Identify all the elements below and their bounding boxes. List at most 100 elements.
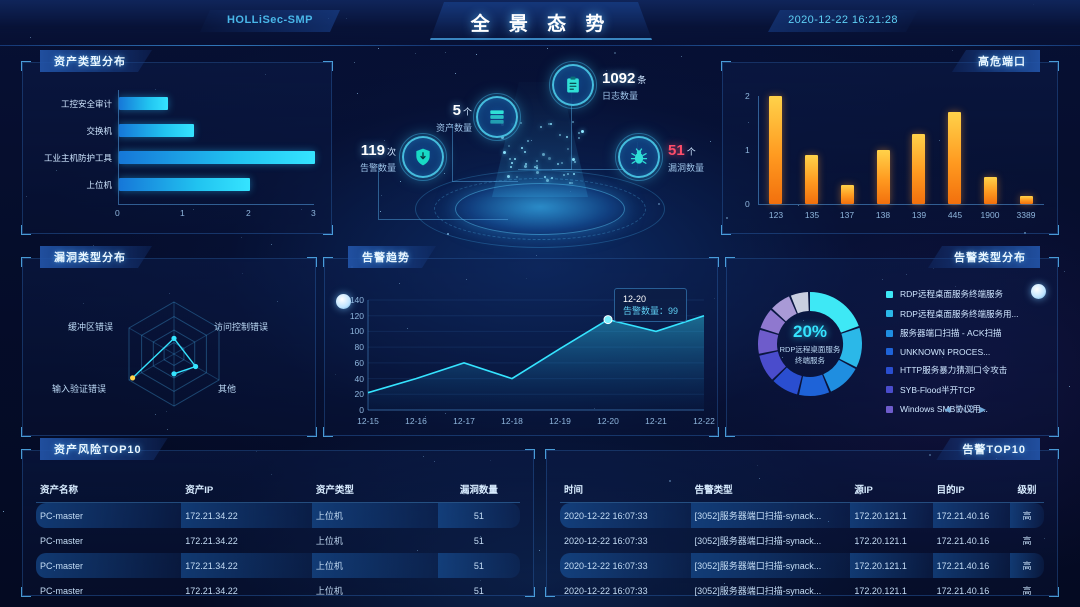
panel-title: 资产风险TOP10 — [54, 444, 142, 456]
bar[interactable] — [1019, 195, 1033, 204]
x-axis-tick: 12-15 — [357, 416, 379, 426]
y-axis-tick: 1 — [745, 145, 750, 155]
legend-item[interactable]: RDP远程桌面服务终端服务用... — [886, 308, 1044, 320]
bar[interactable] — [119, 151, 315, 164]
star — [536, 255, 537, 256]
donut-segment[interactable] — [758, 329, 779, 354]
particle — [520, 122, 522, 124]
table-cell: 172.20.121.1 — [850, 553, 933, 578]
corner-decor — [323, 427, 333, 437]
table-header-row: 时间 告警类型 源IP 目的IP 级别 — [560, 476, 1044, 503]
y-axis-tick: 20 — [354, 389, 364, 399]
radar-point[interactable] — [193, 363, 199, 370]
y-axis-tick: 40 — [354, 374, 364, 384]
particle — [536, 165, 538, 167]
donut-segment[interactable] — [810, 292, 859, 333]
connector-line — [452, 124, 518, 182]
table-row[interactable]: PC-master 172.21.34.22 上位机 51 — [36, 528, 520, 553]
particle — [578, 137, 580, 139]
corner-decor — [21, 61, 31, 71]
bar[interactable] — [840, 185, 854, 204]
radar-axis-label: 缓冲区错误 — [68, 322, 114, 332]
bar[interactable] — [119, 178, 250, 191]
x-axis-tick: 12-16 — [405, 416, 427, 426]
table-row[interactable]: 2020-12-22 16:07:33 [3052]服务器端口扫描-synack.… — [560, 528, 1044, 553]
table-cell: 172.21.40.16 — [936, 535, 990, 546]
trend-area — [368, 315, 704, 410]
value-unit: 条 — [637, 75, 647, 85]
particle — [544, 176, 546, 178]
radar-axis — [128, 327, 175, 355]
legend-pagination[interactable]: ◀ 1 / 2 ▶ — [886, 404, 1044, 414]
node-asset-count[interactable] — [473, 93, 521, 141]
bar[interactable] — [983, 177, 997, 204]
panel-alert-top10: 告警TOP10 时间 告警类型 源IP 目的IP 级别 2020-12-22 16:07… — [545, 438, 1059, 597]
radar-axis-label: 其他 — [218, 384, 237, 394]
bar[interactable] — [805, 155, 819, 204]
alert-table-wrap: 时间 告警类型 源IP 目的IP 级别 2020-12-22 16:07:33 [3052… — [560, 476, 1044, 603]
bar[interactable] — [119, 97, 168, 110]
legend-item[interactable]: 服务器端口扫描 - ACK扫描 — [886, 327, 1044, 339]
donut-segment[interactable] — [790, 292, 809, 314]
donut-segment[interactable] — [823, 359, 856, 392]
alert-table: 时间 告警类型 源IP 目的IP 级别 2020-12-22 16:07:33 [3052… — [560, 476, 1044, 603]
donut-segment[interactable] — [772, 296, 797, 322]
particle — [563, 174, 565, 176]
radar-point[interactable] — [171, 335, 177, 341]
donut-segment[interactable] — [759, 351, 786, 380]
bar[interactable] — [119, 124, 195, 137]
legend-color-swatch — [886, 329, 893, 337]
legend-item[interactable]: SYB-Flood半开TCP — [886, 384, 1044, 396]
legend-item[interactable]: Windows SMB协议用... — [886, 403, 1044, 415]
table-cell: 172.20.121.1 — [854, 585, 907, 596]
trend-highlight-point[interactable] — [603, 315, 613, 325]
podium-dashed-ring — [434, 178, 646, 240]
legend-item[interactable]: UNKNOWN PROCES... — [886, 347, 1044, 357]
table-row[interactable]: 2020-12-22 16:07:33 [3052]服务器端口扫描-synack.… — [560, 553, 1044, 578]
node-alert-count[interactable] — [399, 133, 447, 181]
x-axis-tick: 12-17 — [453, 416, 475, 426]
table-row[interactable]: 2020-12-22 16:07:33 [3052]服务器端口扫描-synack.… — [560, 578, 1044, 603]
donut-segment[interactable] — [760, 309, 786, 334]
bar[interactable] — [876, 150, 890, 204]
panel-header: 高危端口 — [952, 50, 1040, 72]
particle — [536, 167, 538, 169]
donut-segment[interactable] — [799, 374, 830, 396]
legend-item[interactable]: HTTP服务暴力猜测口令攻击 — [886, 364, 1044, 376]
column-header: 时间 — [564, 485, 584, 496]
bar[interactable] — [948, 112, 962, 204]
bar[interactable] — [912, 133, 926, 204]
particle — [572, 158, 575, 161]
next-page-icon[interactable]: ▶ — [979, 404, 986, 414]
donut-segment[interactable] — [773, 367, 802, 395]
corner-decor — [21, 427, 31, 437]
corner-decor — [1049, 61, 1059, 71]
table-cell: 172.20.121.1 — [850, 502, 933, 528]
panel-title: 告警TOP10 — [962, 444, 1026, 456]
column-header: 目的IP — [936, 485, 965, 496]
bar[interactable] — [769, 96, 783, 204]
table-body: 2020-12-22 16:07:33 [3052]服务器端口扫描-synack.… — [560, 502, 1044, 604]
x-axis-tick: 139 — [911, 210, 927, 220]
table-row[interactable]: 2020-12-22 16:07:33 [3052]服务器端口扫描-synack.… — [560, 502, 1044, 528]
legend-label: UNKNOWN PROCES... — [900, 346, 991, 357]
legend-item[interactable]: RDP远程桌面服务终端服务 — [886, 288, 1044, 300]
panel-frame — [22, 62, 332, 234]
radar-point[interactable] — [171, 371, 177, 377]
radar-point[interactable] — [130, 375, 136, 381]
table-row[interactable]: PC-master 172.21.34.22 上位机 51 — [36, 502, 520, 528]
vuln-type-radar-chart: 缓冲区错误 访问控制错误 其他 输入验证错误 — [22, 258, 316, 436]
table-row[interactable]: PC-master 172.21.34.22 上位机 51 — [36, 578, 520, 603]
donut-segment[interactable] — [839, 327, 862, 368]
table-row[interactable]: PC-master 172.21.34.22 上位机 51 — [36, 553, 520, 578]
bug-icon — [630, 148, 648, 164]
node-log-count[interactable] — [549, 61, 597, 109]
node-vuln-count[interactable] — [615, 133, 663, 181]
table-cell: 高 — [1022, 586, 1032, 596]
prev-page-icon[interactable]: ◀ — [944, 404, 951, 414]
radar-axis-label: 输入验证错误 — [52, 384, 107, 394]
bar-category-label: 上位机 — [86, 180, 112, 190]
legend-label: RDP远程桌面服务终端服务 — [900, 289, 1003, 299]
legend-color-swatch — [886, 310, 893, 317]
